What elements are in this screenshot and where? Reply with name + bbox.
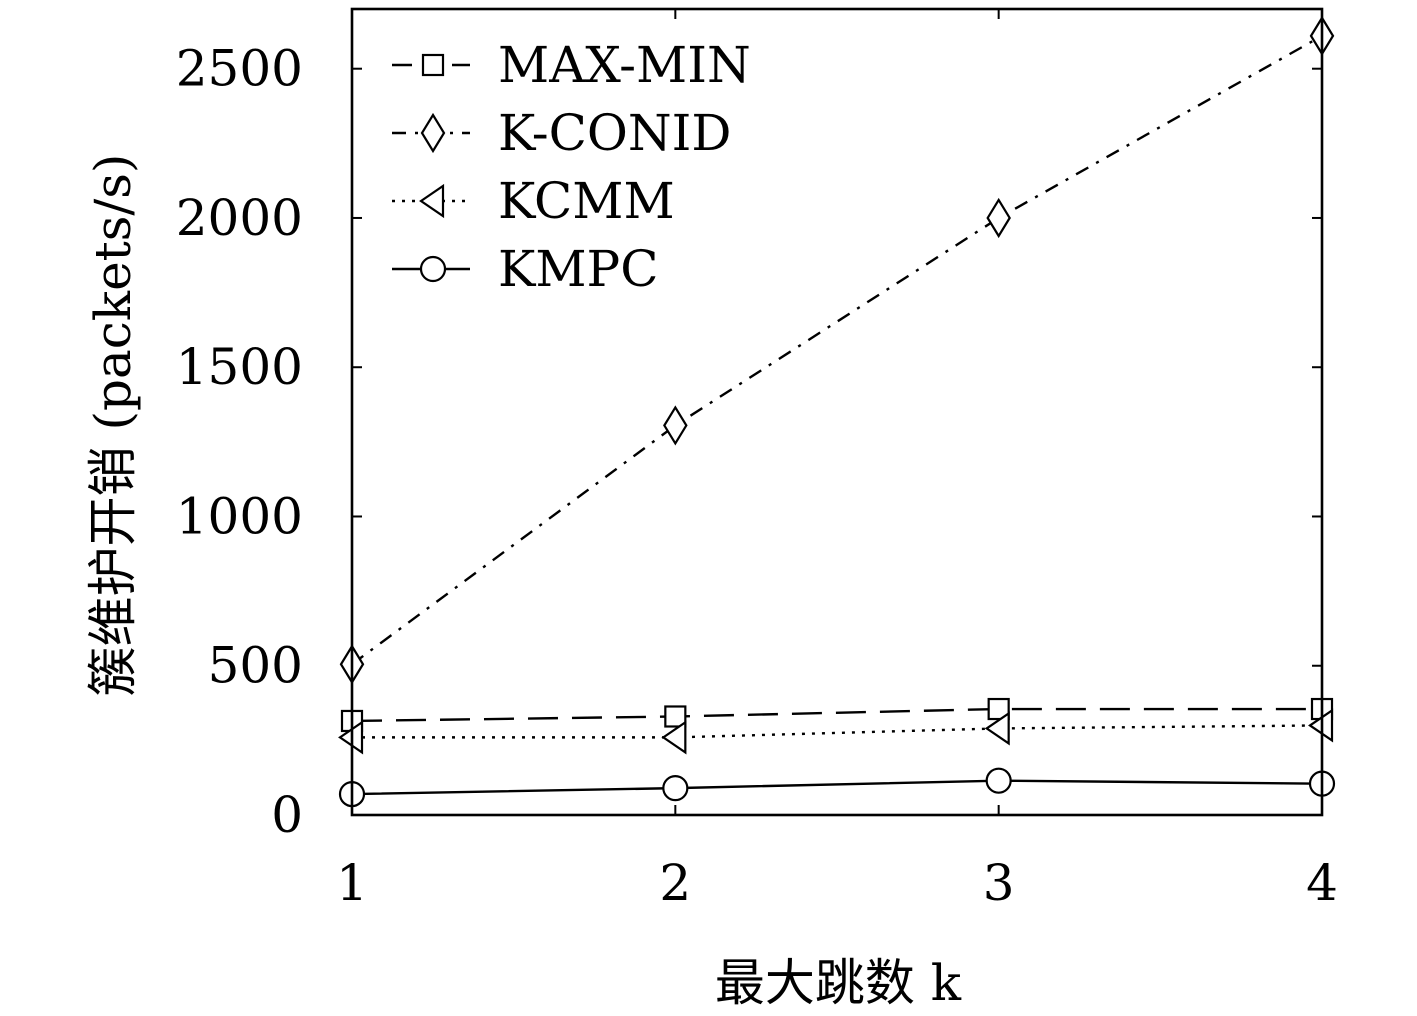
data-point-kcmm — [984, 711, 1010, 746]
x-tick-labels: 1 2 3 4 — [336, 854, 1338, 912]
x-tick-label: 1 — [336, 854, 368, 912]
data-point-kmpc — [985, 767, 1012, 794]
legend-label: KCMM — [498, 172, 675, 230]
x-tick-label: 2 — [659, 854, 691, 912]
plot-frame — [350, 7, 1324, 817]
plot-layer — [338, 7, 1336, 817]
legend-marker-k-conid — [420, 112, 446, 154]
series-line-k-conid — [351, 34, 1323, 666]
legend-marker-kcmm — [419, 183, 445, 219]
series-line-max-min — [351, 707, 1322, 723]
data-point-max-min — [664, 705, 687, 728]
x-axis-title: 最大跳数 k — [715, 954, 962, 1012]
data-point-k-conid — [986, 197, 1011, 239]
y-tick-label: 0 — [271, 786, 303, 844]
legend-label: K-CONID — [498, 104, 731, 162]
legend: MAX-MIN K-CONID KCMM KMPC — [392, 36, 751, 298]
y-tick-label: 2000 — [176, 189, 303, 247]
y-tick-label: 1000 — [176, 487, 303, 545]
legend-label: KMPC — [498, 240, 658, 298]
x-tick-label: 4 — [1306, 854, 1338, 912]
y-tick-label: 500 — [208, 637, 303, 695]
x-tick-label: 3 — [983, 854, 1015, 912]
y-tick-labels: 0 500 1000 1500 2000 2500 — [176, 40, 303, 844]
data-point-kcmm — [661, 720, 687, 755]
data-point-k-conid — [663, 405, 688, 446]
legend-label: MAX-MIN — [498, 36, 751, 94]
legend-marker-max-min — [421, 53, 445, 77]
y-tick-label: 2500 — [176, 40, 303, 98]
y-tick-label: 1500 — [176, 338, 303, 396]
legend-marker-kmpc — [419, 255, 447, 283]
series-line-kmpc — [351, 779, 1323, 796]
data-point-kmpc — [662, 775, 689, 802]
y-axis-title: 簇维护开销 (packets/s) — [84, 154, 142, 697]
series-line-kcmm — [352, 724, 1323, 739]
